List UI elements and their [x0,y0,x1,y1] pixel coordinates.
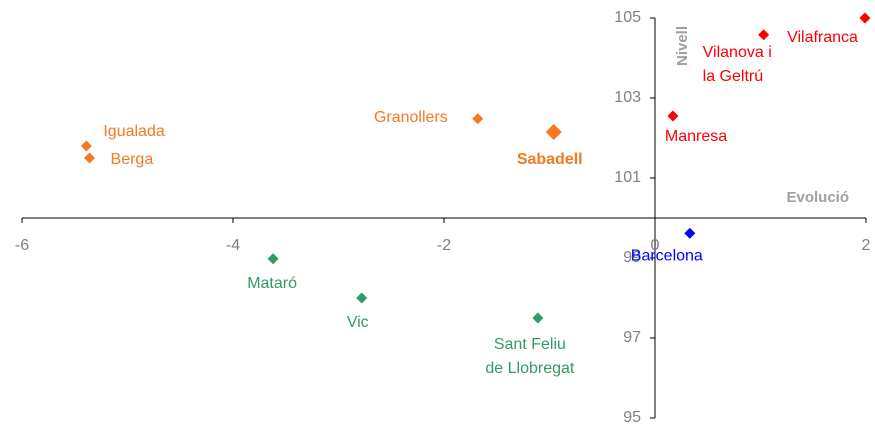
label-line: Sant Feliu [494,336,566,353]
x-tick-label: 2 [862,237,871,254]
x-tick-label: -6 [15,237,29,254]
point-label: Berga [111,151,154,168]
marker [472,113,484,125]
point-label: Manresa [665,128,727,145]
y-tick-label: 101 [614,169,641,186]
point-label: Granollers [374,109,448,126]
marker [532,312,544,324]
point-label: Vic [347,314,369,331]
x-axis-title: Evolució [786,189,849,206]
marker [667,110,679,122]
y-tick-label: 95 [623,409,641,426]
point-label: Barcelona [631,247,703,264]
marker [684,227,696,239]
marker [84,152,96,164]
x-tick-label: 0 [651,237,660,254]
point-label: Vilanova i la Geltrú [703,44,772,85]
point-label: Sant Feliu de Llobregat [485,336,575,377]
y-tick-label: 103 [614,89,641,106]
point-label: Sabadell [517,151,583,168]
label-line: de Llobregat [485,360,575,377]
marker [80,140,92,152]
y-tick-label: 99 [623,249,641,266]
label-line: la Geltrú [703,68,763,85]
x-tick-label: -2 [437,237,451,254]
marker [267,253,279,265]
point-label: Igualada [103,123,164,140]
y-axis-title: Nivell [674,26,691,66]
y-tick-label: 105 [614,9,641,26]
label-line: Vilanova i [703,44,772,61]
marker [356,292,368,304]
x-tick-label: -4 [226,237,240,254]
point-label: Vilafranca [787,29,858,46]
point-label: Mataró [247,275,297,292]
marker [758,29,770,41]
y-tick-label: 97 [623,329,641,346]
marker [859,12,871,24]
marker [545,124,562,140]
